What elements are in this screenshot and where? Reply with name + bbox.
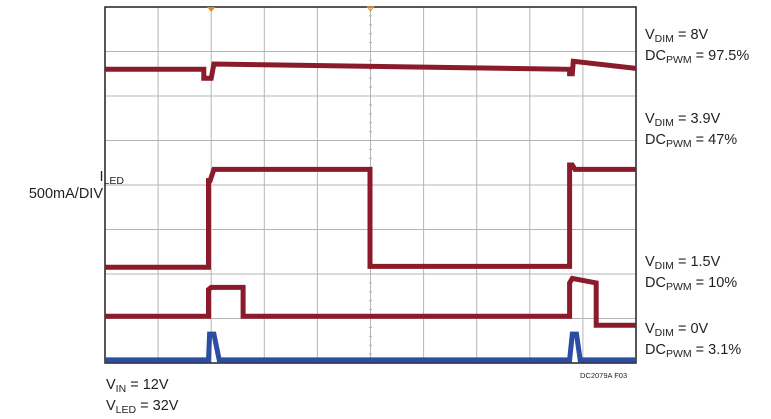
trace-label-2: VDIM = 3.9V DCPWM = 47% (645, 111, 737, 153)
trace-label-4: VDIM = 0V DCPWM = 3.1% (645, 321, 741, 363)
y-axis-scale: 500mA/DIV (28, 186, 103, 202)
trace-3-vdim: VDIM = 1.5V (645, 254, 721, 272)
trace-3 (105, 275, 636, 328)
y-axis-label: ILED (62, 169, 124, 190)
trace-1-dc: DCPWM = 97.5% (645, 48, 750, 66)
trace-4-vdim: VDIM = 0V (645, 321, 709, 339)
trace-1-vdim: VDIM = 8V (645, 27, 709, 45)
trace-2 (105, 162, 636, 270)
trigger-marker (207, 7, 216, 12)
trigger-marker-secondary (366, 6, 375, 12)
figure-reference: DC2079A F03 (580, 371, 628, 380)
trace-label-3: VDIM = 1.5V DCPWM = 10% (645, 254, 737, 296)
trace-label-1: VDIM = 8V DCPWM = 97.5% (645, 27, 749, 69)
trace-1 (105, 58, 637, 81)
trace-4 (105, 331, 636, 363)
condition-vin: VIN = 12V (106, 377, 169, 395)
condition-vled: VLED = 32V (106, 398, 179, 416)
test-conditions: VIN = 12V VLED = 32V (106, 377, 178, 419)
y-axis-quantity: I (99, 169, 104, 185)
trace-4-dc: DCPWM = 3.1% (645, 342, 742, 360)
trace-2-vdim: VDIM = 3.9V (645, 111, 721, 129)
y-axis-quantity-sub: LED (103, 175, 124, 187)
trace-2-dc: DCPWM = 47% (645, 132, 738, 150)
trace-3-dc: DCPWM = 10% (645, 275, 738, 293)
